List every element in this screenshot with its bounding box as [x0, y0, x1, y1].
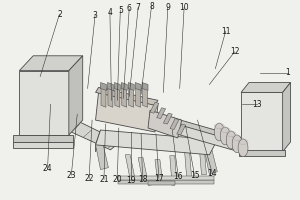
- Text: 6: 6: [127, 4, 132, 13]
- Text: 2: 2: [57, 10, 62, 19]
- Polygon shape: [184, 152, 192, 178]
- Polygon shape: [118, 180, 214, 184]
- Polygon shape: [96, 87, 158, 105]
- Polygon shape: [121, 83, 127, 90]
- Ellipse shape: [220, 127, 230, 145]
- Text: 14: 14: [208, 169, 217, 178]
- Polygon shape: [177, 124, 186, 135]
- Text: 16: 16: [173, 172, 183, 181]
- Polygon shape: [118, 176, 214, 180]
- Polygon shape: [170, 118, 243, 142]
- Polygon shape: [150, 102, 159, 113]
- Polygon shape: [19, 71, 69, 135]
- Ellipse shape: [232, 135, 242, 153]
- Ellipse shape: [238, 139, 248, 157]
- Text: 7: 7: [136, 3, 141, 12]
- Polygon shape: [148, 110, 182, 138]
- Text: 15: 15: [190, 171, 200, 180]
- Polygon shape: [129, 85, 134, 107]
- Text: 24: 24: [43, 164, 52, 173]
- Polygon shape: [142, 83, 148, 90]
- Text: 3: 3: [93, 11, 98, 20]
- Ellipse shape: [214, 123, 224, 141]
- Polygon shape: [96, 130, 100, 152]
- Polygon shape: [69, 56, 83, 135]
- Text: 22: 22: [84, 174, 94, 183]
- Polygon shape: [200, 150, 206, 175]
- Polygon shape: [14, 135, 73, 142]
- Polygon shape: [100, 83, 106, 90]
- Polygon shape: [135, 83, 141, 90]
- Polygon shape: [136, 85, 141, 107]
- Text: 21: 21: [99, 175, 109, 184]
- Text: 9: 9: [165, 3, 170, 12]
- Text: 1: 1: [286, 68, 290, 77]
- Text: 10: 10: [179, 3, 189, 12]
- Text: 8: 8: [149, 2, 154, 11]
- Polygon shape: [96, 130, 217, 155]
- Text: 20: 20: [112, 175, 122, 184]
- Polygon shape: [14, 142, 73, 148]
- Polygon shape: [56, 115, 120, 150]
- Polygon shape: [96, 92, 158, 132]
- Polygon shape: [138, 158, 148, 182]
- Text: 5: 5: [118, 6, 123, 15]
- Polygon shape: [148, 181, 175, 185]
- Text: 23: 23: [67, 171, 76, 180]
- Polygon shape: [108, 85, 113, 107]
- Polygon shape: [125, 155, 135, 180]
- Polygon shape: [128, 83, 134, 90]
- Text: 13: 13: [252, 100, 262, 109]
- Text: 12: 12: [230, 47, 239, 56]
- Polygon shape: [115, 85, 120, 107]
- Polygon shape: [157, 108, 166, 119]
- Polygon shape: [241, 92, 283, 152]
- Text: 17: 17: [154, 174, 164, 183]
- Polygon shape: [96, 142, 108, 170]
- Text: 11: 11: [221, 27, 230, 36]
- Polygon shape: [142, 85, 148, 107]
- Polygon shape: [107, 83, 113, 90]
- Polygon shape: [101, 85, 106, 107]
- Polygon shape: [170, 119, 179, 130]
- Polygon shape: [114, 83, 120, 90]
- Polygon shape: [19, 56, 83, 71]
- Ellipse shape: [226, 131, 236, 149]
- Polygon shape: [164, 113, 172, 124]
- Polygon shape: [204, 148, 217, 175]
- Polygon shape: [239, 150, 285, 156]
- Polygon shape: [155, 160, 163, 184]
- Polygon shape: [283, 83, 291, 152]
- Text: 19: 19: [126, 176, 136, 185]
- Polygon shape: [170, 122, 243, 152]
- Text: 18: 18: [138, 175, 147, 184]
- Polygon shape: [170, 156, 177, 181]
- Polygon shape: [241, 83, 291, 92]
- Polygon shape: [122, 85, 127, 107]
- Text: 4: 4: [107, 8, 112, 17]
